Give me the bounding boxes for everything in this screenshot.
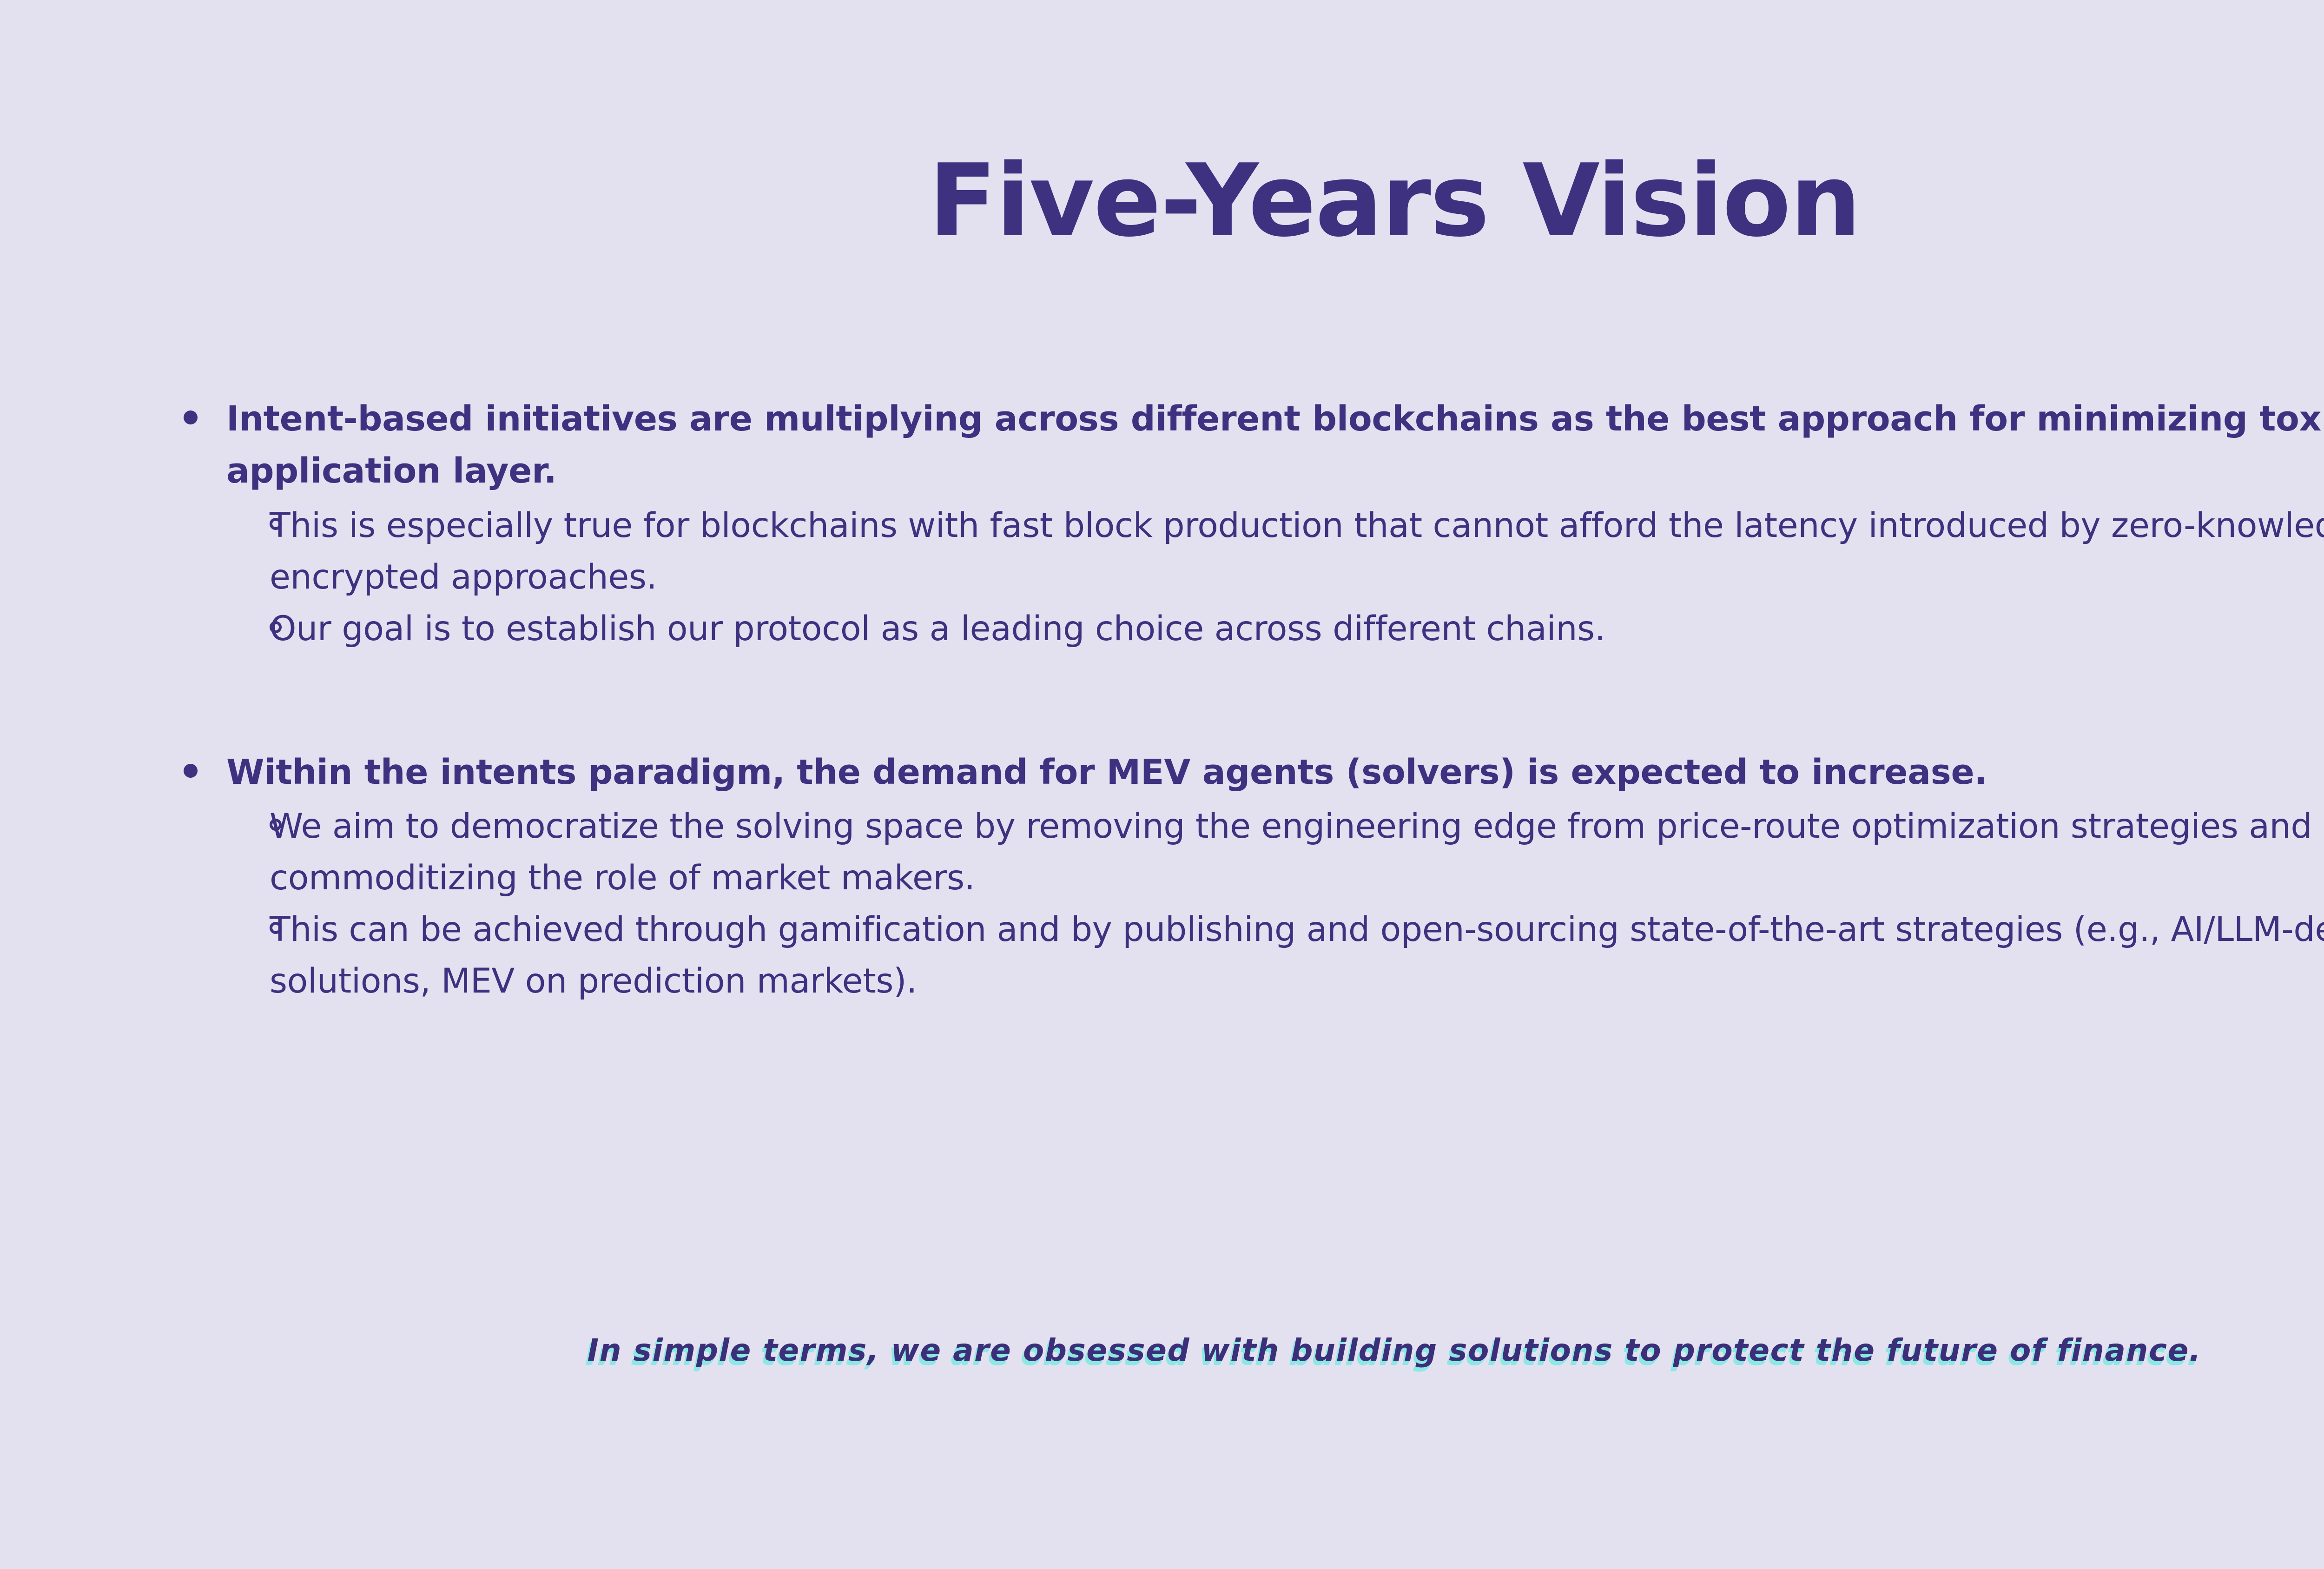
sub-bullet-marker-container <box>184 904 282 934</box>
slide-title-container: Five-Years Vision <box>0 81 2324 320</box>
sub-bullet-marker-container <box>184 603 282 633</box>
list-item: This can be achieved through gamificatio… <box>184 904 2324 1007</box>
closing-statement: In simple terms, we are obsessed with bu… <box>587 1332 2202 1368</box>
sub-bullet-marker-container <box>184 500 282 530</box>
sub-bullet-text: This is especially true for blockchains … <box>270 505 2324 597</box>
list-item: Within the intents paradigm, the demand … <box>184 746 2324 798</box>
bullet-marker-container <box>184 393 226 424</box>
bullet-marker-container <box>184 746 226 778</box>
list-item: We aim to democratize the solving space … <box>184 801 2324 904</box>
sub-bullet-list: This is especially true for blockchains … <box>184 500 2324 655</box>
page-title: Five-Years Vision <box>928 142 1862 259</box>
hollow-circle-bullet-icon <box>270 621 282 633</box>
slide-body: Intent-based initiatives are multiplying… <box>184 393 2324 1007</box>
sub-bullet-text: Our goal is to establish our protocol as… <box>270 609 1605 649</box>
hollow-circle-bullet-icon <box>270 819 282 831</box>
hollow-circle-bullet-icon <box>270 517 282 530</box>
hollow-circle-bullet-icon <box>270 922 282 934</box>
sub-bullet-text: We aim to democratize the solving space … <box>270 807 2324 898</box>
closing-statement-container: In simple terms, we are obsessed with bu… <box>0 1331 2324 1370</box>
filled-circle-bullet-icon <box>184 410 198 424</box>
list-item: This is especially true for blockchains … <box>184 500 2324 603</box>
sub-bullet-text: This can be achieved through gamificatio… <box>270 910 2324 1001</box>
filled-circle-bullet-icon <box>184 763 198 778</box>
list-item: Our goal is to establish our protocol as… <box>184 603 2324 655</box>
bullet-block: Within the intents paradigm, the demand … <box>184 746 2324 1007</box>
sub-bullet-marker-container <box>184 801 282 831</box>
bullet-block: Intent-based initiatives are multiplying… <box>184 393 2324 655</box>
bullet-text: Within the intents paradigm, the demand … <box>226 752 1987 792</box>
bullet-text: Intent-based initiatives are multiplying… <box>226 399 2324 491</box>
list-item: Intent-based initiatives are multiplying… <box>184 393 2324 497</box>
sub-bullet-list: We aim to democratize the solving space … <box>184 801 2324 1007</box>
